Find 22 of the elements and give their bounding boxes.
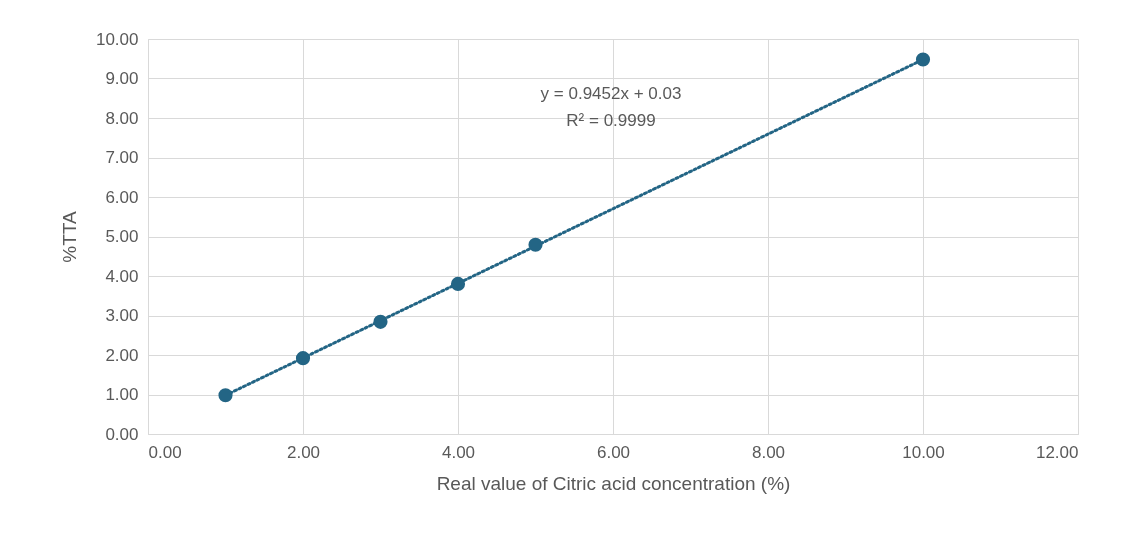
annotation: R² = 0.9999 (566, 111, 656, 130)
y-tick-label: 4.00 (105, 266, 139, 286)
y-tick-label: 3.00 (105, 306, 139, 325)
y-axis-title: %TTA (58, 210, 80, 263)
annotation: y = 0.9452x + 0.03 (540, 84, 682, 103)
y-tick-label: 2.00 (105, 345, 139, 365)
x-axis-title: Real value of Citric acid concentration (%) (436, 472, 791, 494)
y-tick-label: 6.00 (105, 187, 139, 207)
y-tick-label: 5.00 (105, 227, 139, 246)
x-tick-label: 4.00 (441, 442, 476, 462)
x-tick-label: 0.00 (148, 442, 182, 462)
y-tick-label: 0.00 (105, 424, 139, 444)
x-tick-label: 8.00 (751, 442, 786, 462)
y-tick-label: 8.00 (105, 108, 139, 128)
y-tick-label: 9.00 (105, 69, 139, 88)
x-tick-label: 6.00 (596, 442, 631, 462)
y-tick-label: 7.00 (105, 148, 139, 167)
x-tick-label: 10.00 (902, 442, 945, 462)
x-tick-label: 12.00 (1035, 442, 1079, 462)
y-tick-label: 10.00 (95, 29, 139, 49)
y-tick-label: 1.00 (105, 385, 139, 404)
x-tick-label: 2.00 (286, 442, 321, 462)
